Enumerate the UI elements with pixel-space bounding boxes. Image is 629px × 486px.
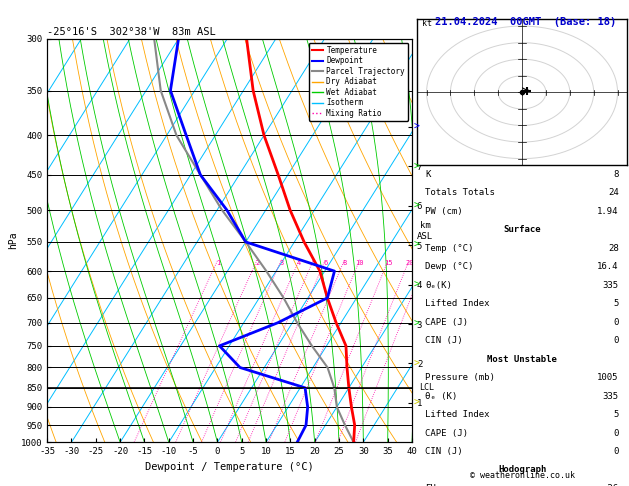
Legend: Temperature, Dewpoint, Parcel Trajectory, Dry Adiabat, Wet Adiabat, Isotherm, Mi: Temperature, Dewpoint, Parcel Trajectory… bbox=[309, 43, 408, 121]
Text: CIN (J): CIN (J) bbox=[425, 447, 463, 456]
Text: 8: 8 bbox=[613, 170, 619, 179]
Text: 10: 10 bbox=[355, 260, 364, 266]
Text: 1: 1 bbox=[216, 260, 220, 266]
Text: Pressure (mb): Pressure (mb) bbox=[425, 373, 495, 382]
Text: 5: 5 bbox=[311, 260, 316, 266]
Text: Dewp (°C): Dewp (°C) bbox=[425, 262, 474, 271]
Text: © weatheronline.co.uk: © weatheronline.co.uk bbox=[470, 471, 574, 480]
Text: 15: 15 bbox=[384, 260, 392, 266]
Text: θₑ (K): θₑ (K) bbox=[425, 392, 458, 400]
Text: 6: 6 bbox=[323, 260, 328, 266]
Text: 5: 5 bbox=[613, 410, 619, 419]
Text: 24: 24 bbox=[608, 189, 619, 197]
Text: 21.04.2024  00GMT  (Base: 18): 21.04.2024 00GMT (Base: 18) bbox=[435, 17, 616, 27]
Text: CIN (J): CIN (J) bbox=[425, 336, 463, 345]
Text: 3: 3 bbox=[279, 260, 284, 266]
Text: PW (cm): PW (cm) bbox=[425, 207, 463, 216]
Text: Surface: Surface bbox=[503, 226, 541, 234]
Text: Lifted Index: Lifted Index bbox=[425, 299, 490, 308]
Text: 0: 0 bbox=[613, 336, 619, 345]
Text: 0: 0 bbox=[613, 318, 619, 327]
Text: >: > bbox=[413, 359, 419, 368]
Text: 335: 335 bbox=[603, 392, 619, 400]
Text: 0: 0 bbox=[613, 447, 619, 456]
Text: θₑ(K): θₑ(K) bbox=[425, 281, 452, 290]
Text: 2: 2 bbox=[255, 260, 259, 266]
Text: Totals Totals: Totals Totals bbox=[425, 189, 495, 197]
Text: -25°16'S  302°38'W  83m ASL: -25°16'S 302°38'W 83m ASL bbox=[47, 27, 216, 37]
Text: 335: 335 bbox=[603, 281, 619, 290]
Y-axis label: km
ASL: km ASL bbox=[417, 221, 433, 241]
Text: Most Unstable: Most Unstable bbox=[487, 355, 557, 364]
Text: CAPE (J): CAPE (J) bbox=[425, 429, 469, 437]
Text: kt: kt bbox=[422, 19, 431, 28]
Text: CAPE (J): CAPE (J) bbox=[425, 318, 469, 327]
Text: >: > bbox=[413, 122, 419, 132]
Text: 28: 28 bbox=[608, 244, 619, 253]
Text: >: > bbox=[413, 161, 419, 172]
Text: 20: 20 bbox=[405, 260, 413, 266]
Text: 4: 4 bbox=[297, 260, 301, 266]
Text: 8: 8 bbox=[342, 260, 347, 266]
Text: 1.94: 1.94 bbox=[597, 207, 619, 216]
Text: Hodograph: Hodograph bbox=[498, 466, 546, 474]
Text: 0: 0 bbox=[613, 429, 619, 437]
Text: >: > bbox=[413, 240, 419, 250]
Text: K: K bbox=[425, 170, 431, 179]
Text: >: > bbox=[413, 398, 419, 408]
Text: 16.4: 16.4 bbox=[597, 262, 619, 271]
Text: 5: 5 bbox=[613, 299, 619, 308]
Text: >: > bbox=[413, 279, 419, 290]
Y-axis label: hPa: hPa bbox=[8, 232, 18, 249]
Text: 1005: 1005 bbox=[597, 373, 619, 382]
X-axis label: Dewpoint / Temperature (°C): Dewpoint / Temperature (°C) bbox=[145, 462, 314, 472]
Text: LCL: LCL bbox=[420, 382, 434, 392]
Text: Lifted Index: Lifted Index bbox=[425, 410, 490, 419]
Text: Temp (°C): Temp (°C) bbox=[425, 244, 474, 253]
Text: -26: -26 bbox=[603, 484, 619, 486]
Text: >: > bbox=[413, 201, 419, 211]
Text: EH: EH bbox=[425, 484, 436, 486]
Text: >: > bbox=[413, 319, 419, 329]
